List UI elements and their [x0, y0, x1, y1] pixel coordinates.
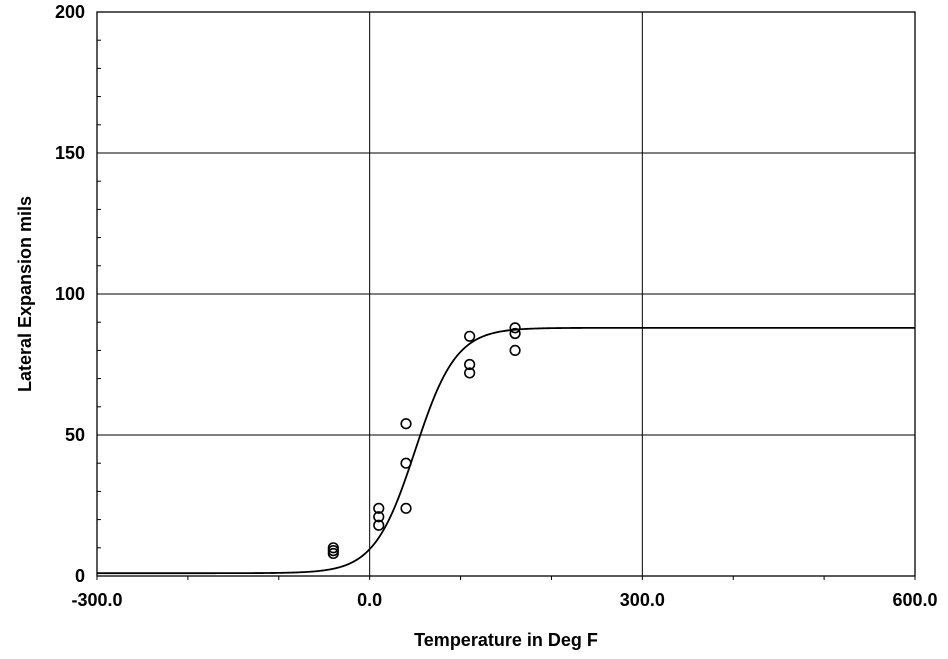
data-point — [400, 457, 412, 469]
fit-curve — [97, 326, 915, 575]
data-point — [464, 358, 476, 371]
x-tick-label: 300.0 — [620, 590, 665, 610]
fit-curve-group — [97, 326, 915, 575]
data-point — [373, 502, 385, 514]
data-point — [327, 542, 339, 554]
x-tick-label: -300.0 — [71, 590, 122, 610]
data-point — [400, 418, 412, 430]
data-point — [373, 511, 385, 523]
y-tick-label: 100 — [55, 284, 85, 304]
y-tick-labels: 0 50 100 150 200 — [55, 2, 85, 586]
y-tick-label: 150 — [55, 143, 85, 163]
x-tick-label: 600.0 — [892, 590, 937, 610]
data-points — [327, 322, 521, 560]
data-point — [509, 327, 521, 340]
data-point — [464, 367, 476, 379]
minor-ticks — [96, 11, 916, 580]
data-point — [464, 330, 476, 342]
y-tick-label: 0 — [75, 566, 85, 586]
data-point — [373, 519, 385, 531]
data-point — [509, 344, 521, 357]
x-tick-label: 0.0 — [357, 590, 382, 610]
grid-lines — [97, 12, 915, 576]
plot-frame — [96, 11, 916, 577]
y-axis-title: Lateral Expansion mils — [15, 196, 35, 392]
x-tick-labels: -300.0 0.0 300.0 600.0 — [71, 590, 937, 610]
data-point — [509, 322, 521, 334]
x-axis-title: Temperature in Deg F — [414, 630, 598, 650]
y-tick-label: 200 — [55, 2, 85, 22]
data-point — [400, 502, 412, 514]
y-tick-label: 50 — [65, 425, 85, 445]
